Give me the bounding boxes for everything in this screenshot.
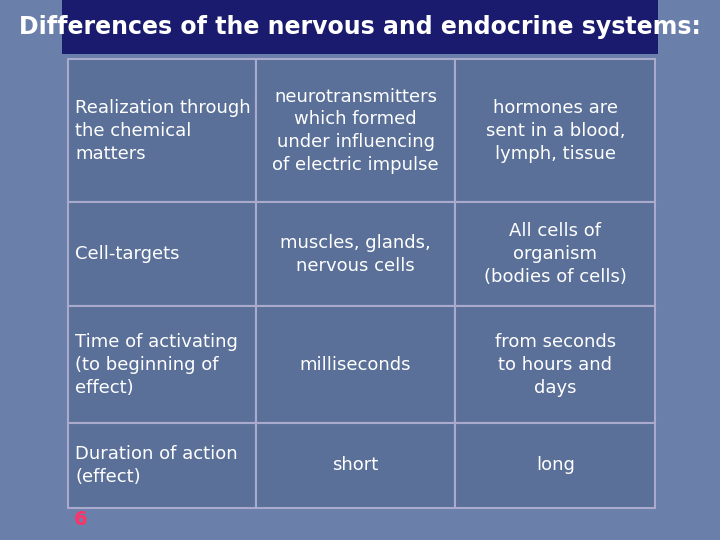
FancyBboxPatch shape bbox=[68, 306, 256, 423]
FancyBboxPatch shape bbox=[62, 0, 658, 54]
FancyBboxPatch shape bbox=[456, 202, 655, 306]
Text: Duration of action
(effect): Duration of action (effect) bbox=[75, 445, 238, 486]
Text: hormones are
sent in a blood,
lymph, tissue: hormones are sent in a blood, lymph, tis… bbox=[485, 99, 625, 163]
Text: neurotransmitters
which formed
under influencing
of electric impulse: neurotransmitters which formed under inf… bbox=[272, 87, 439, 174]
Text: milliseconds: milliseconds bbox=[300, 356, 411, 374]
Text: muscles, glands,
nervous cells: muscles, glands, nervous cells bbox=[280, 234, 431, 275]
FancyBboxPatch shape bbox=[256, 59, 456, 202]
FancyBboxPatch shape bbox=[68, 59, 256, 202]
Text: Time of activating
(to beginning of
effect): Time of activating (to beginning of effe… bbox=[75, 333, 238, 396]
Text: long: long bbox=[536, 456, 575, 474]
Text: from seconds
to hours and
days: from seconds to hours and days bbox=[495, 333, 616, 396]
Text: short: short bbox=[333, 456, 379, 474]
Text: Differences of the nervous and endocrine systems:: Differences of the nervous and endocrine… bbox=[19, 15, 701, 39]
FancyBboxPatch shape bbox=[456, 59, 655, 202]
Text: All cells of
organism
(bodies of cells): All cells of organism (bodies of cells) bbox=[484, 222, 626, 286]
Text: Cell-targets: Cell-targets bbox=[75, 245, 179, 264]
FancyBboxPatch shape bbox=[68, 202, 256, 306]
FancyBboxPatch shape bbox=[456, 423, 655, 508]
FancyBboxPatch shape bbox=[68, 423, 256, 508]
Text: 6: 6 bbox=[74, 510, 88, 529]
Text: Realization through
the chemical
matters: Realization through the chemical matters bbox=[75, 99, 251, 163]
FancyBboxPatch shape bbox=[456, 306, 655, 423]
FancyBboxPatch shape bbox=[256, 423, 456, 508]
FancyBboxPatch shape bbox=[256, 306, 456, 423]
FancyBboxPatch shape bbox=[256, 202, 456, 306]
